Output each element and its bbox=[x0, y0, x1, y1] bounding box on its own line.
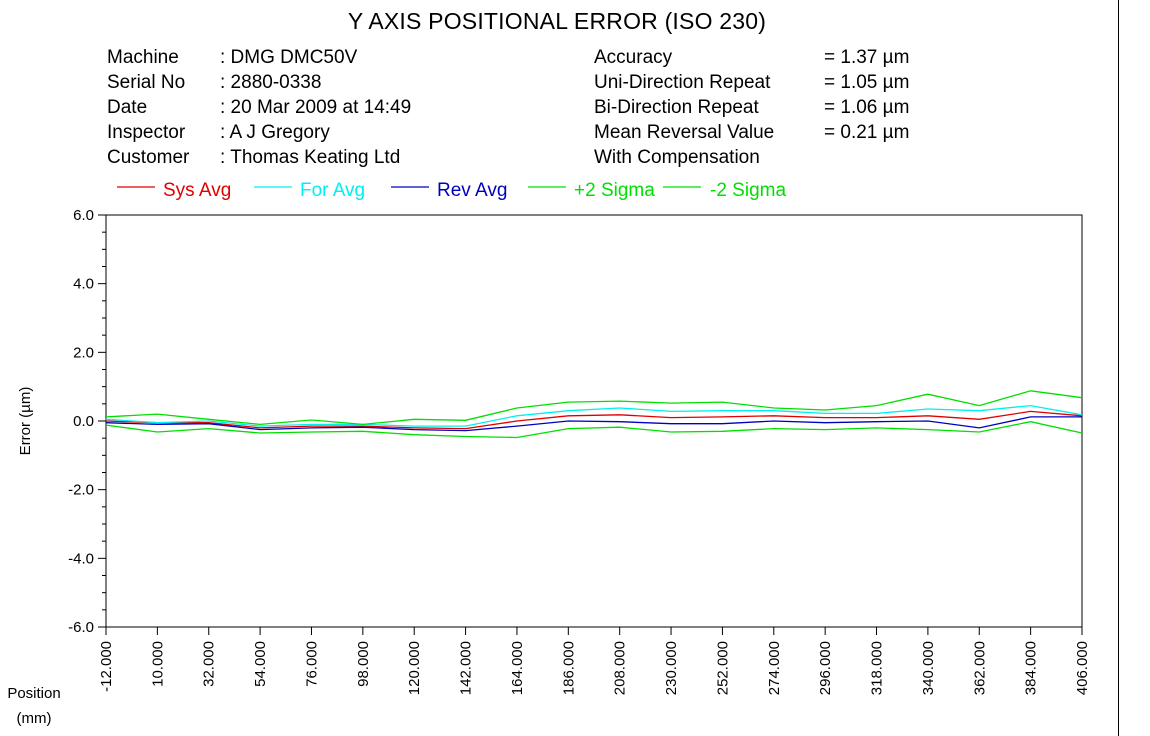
info-label: Inspector bbox=[107, 122, 186, 143]
x-tick-label: 164.000 bbox=[509, 641, 526, 695]
info-label: Accuracy bbox=[594, 47, 673, 68]
x-tick-label: 76.000 bbox=[303, 641, 320, 687]
info-label: Date bbox=[107, 97, 148, 118]
x-tick-label: 98.000 bbox=[355, 641, 372, 687]
legend-label: -2 Sigma bbox=[710, 180, 786, 201]
x-axis-label-line-2: (mm) bbox=[17, 710, 52, 727]
x-tick-label: 318.000 bbox=[869, 641, 886, 695]
x-tick-label: 230.000 bbox=[663, 641, 680, 695]
info-row-serial: Serial No : 2880-0338 bbox=[107, 70, 411, 95]
info-row-reversal: Mean Reversal Value = 0.21 µm bbox=[594, 120, 909, 145]
series-line-minus-2-sigma bbox=[105, 421, 1083, 439]
x-axis: -12.000 10.000 32.000 54.000 76.000 98.000 120… bbox=[98, 627, 1091, 695]
series-line-for-avg bbox=[105, 404, 1083, 427]
y-tick-label: -4.0 bbox=[68, 550, 94, 567]
x-tick-label: 296.000 bbox=[817, 641, 834, 695]
info-value: : A J Gregory bbox=[220, 122, 330, 143]
y-tick-label: -2.0 bbox=[68, 482, 94, 499]
page-border-line bbox=[1118, 0, 1119, 736]
info-row-compensation: With Compensation bbox=[594, 145, 909, 170]
y-tick-label: 2.0 bbox=[73, 344, 94, 361]
info-label: Bi-Direction Repeat bbox=[594, 97, 759, 118]
info-row-accuracy: Accuracy = 1.37 µm bbox=[594, 45, 909, 70]
info-label: Machine bbox=[107, 47, 179, 68]
info-value: = 1.05 µm bbox=[824, 72, 910, 93]
info-right-block: Accuracy = 1.37 µm Uni-Direction Repeat = … bbox=[594, 45, 909, 170]
y-tick-label: 4.0 bbox=[73, 276, 94, 293]
info-value: = 1.06 µm bbox=[824, 97, 910, 118]
info-value: = 0.21 µm bbox=[824, 122, 910, 143]
series-line-rev-avg bbox=[105, 416, 1082, 432]
y-tick-label: -6.0 bbox=[68, 619, 94, 636]
x-tick-label: 406.000 bbox=[1074, 641, 1091, 695]
info-row-uni-repeat: Uni-Direction Repeat = 1.05 µm bbox=[594, 70, 909, 95]
x-tick-label: 384.000 bbox=[1023, 641, 1040, 695]
x-axis-label-line-1: Position bbox=[7, 685, 60, 702]
series-line-sys-avg bbox=[105, 410, 1083, 430]
x-tick-label: 142.000 bbox=[458, 641, 475, 695]
info-row-date: Date : 20 Mar 2009 at 14:49 bbox=[107, 95, 411, 120]
info-label: Uni-Direction Repeat bbox=[594, 72, 771, 93]
x-tick-label: 186.000 bbox=[560, 641, 577, 695]
legend-label: +2 Sigma bbox=[574, 180, 655, 201]
x-tick-label: 32.000 bbox=[201, 641, 218, 687]
legend-label: Sys Avg bbox=[163, 180, 231, 201]
x-tick-label: 252.000 bbox=[714, 641, 731, 695]
y-tick-label: 0.0 bbox=[73, 413, 94, 430]
info-value: = 1.37 µm bbox=[824, 47, 910, 68]
x-tick-label: 362.000 bbox=[971, 641, 988, 695]
x-tick-label: 54.000 bbox=[252, 641, 269, 687]
y-axis-label: Error (µm) bbox=[17, 387, 34, 456]
legend-label: Rev Avg bbox=[437, 180, 507, 201]
x-tick-label: -12.000 bbox=[98, 641, 115, 692]
info-value: : Thomas Keating Ltd bbox=[220, 147, 401, 168]
info-label: Serial No bbox=[107, 72, 186, 93]
x-tick-label: 10.000 bbox=[149, 641, 166, 687]
info-row-machine: Machine : DMG DMC50V bbox=[107, 45, 411, 70]
info-row-inspector: Inspector : A J Gregory bbox=[107, 120, 411, 145]
info-label: Customer bbox=[107, 147, 190, 168]
info-row-customer: Customer : Thomas Keating Ltd bbox=[107, 145, 411, 170]
legend-label: For Avg bbox=[300, 180, 365, 201]
info-value: : DMG DMC50V bbox=[220, 47, 358, 68]
info-label: Mean Reversal Value bbox=[594, 122, 775, 143]
chart-title: Y AXIS POSITIONAL ERROR (ISO 230) bbox=[347, 8, 767, 34]
info-value: : 20 Mar 2009 at 14:49 bbox=[220, 97, 412, 118]
y-axis: 6.0 4.0 2.0 0.0 -2.0 -4.0 -6.0 bbox=[68, 207, 106, 636]
info-left-block: Machine : DMG DMC50V Serial No : 2880-0338… bbox=[107, 45, 411, 170]
x-tick-label: 340.000 bbox=[920, 641, 937, 695]
legend: Sys Avg For Avg Rev Avg +2 Sigma -2 Sigma bbox=[117, 180, 786, 201]
x-tick-label: 274.000 bbox=[766, 641, 783, 695]
y-tick-label: 6.0 bbox=[73, 207, 94, 224]
info-label: With Compensation bbox=[594, 147, 760, 168]
series-line-plusminus-2-sigma bbox=[105, 390, 1083, 426]
info-value: : 2880-0338 bbox=[220, 72, 322, 93]
series-group bbox=[105, 390, 1083, 439]
x-tick-label: 120.000 bbox=[406, 641, 423, 695]
info-row-bi-repeat: Bi-Direction Repeat = 1.06 µm bbox=[594, 95, 909, 120]
x-tick-label: 208.000 bbox=[612, 641, 629, 695]
